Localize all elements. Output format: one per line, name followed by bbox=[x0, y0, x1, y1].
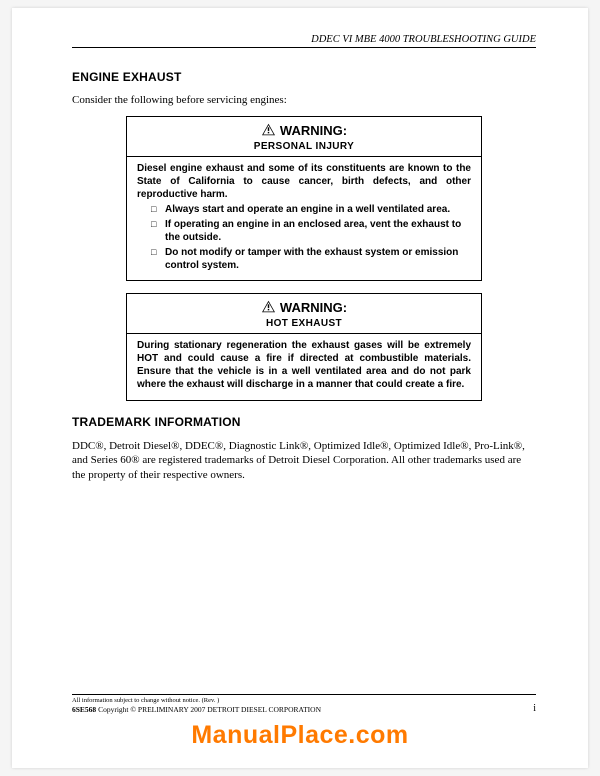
warning-triangle-icon bbox=[261, 123, 276, 138]
warning-label: WARNING: bbox=[280, 123, 347, 138]
warning-item-list: Always start and operate an engine in a … bbox=[137, 204, 471, 272]
warning-item: Do not modify or tamper with the exhaust… bbox=[151, 247, 471, 273]
warning-triangle-icon bbox=[261, 300, 276, 315]
footer-copyright-line: 6SE568 Copyright © PRELIMINARY 2007 DETR… bbox=[72, 705, 321, 714]
warning-body-text: During stationary regeneration the exhau… bbox=[137, 340, 471, 389]
footer-pubnum: 6SE568 bbox=[72, 705, 96, 714]
intro-text: Consider the following before servicing … bbox=[72, 94, 536, 106]
footer-pagenum: i bbox=[533, 703, 536, 714]
trademark-body: DDC®, Detroit Diesel®, DDEC®, Diagnostic… bbox=[72, 439, 536, 484]
warning-header: WARNING: HOT EXHAUST bbox=[127, 294, 481, 334]
warning-label: WARNING: bbox=[280, 300, 347, 315]
section-title-exhaust: ENGINE EXHAUST bbox=[72, 70, 536, 84]
warning-body-text: Diesel engine exhaust and some of its co… bbox=[137, 163, 471, 200]
warning-title: WARNING: bbox=[261, 300, 347, 315]
warning-subtitle: PERSONAL INJURY bbox=[133, 141, 475, 152]
watermark: ManualPlace.com bbox=[12, 721, 588, 750]
page-footer: All information subject to change withou… bbox=[72, 694, 536, 714]
warning-body: During stationary regeneration the exhau… bbox=[127, 334, 481, 399]
section-title-trademark: TRADEMARK INFORMATION bbox=[72, 415, 536, 429]
warning-box-personal-injury: WARNING: PERSONAL INJURY Diesel engine e… bbox=[126, 116, 482, 281]
warning-box-hot-exhaust: WARNING: HOT EXHAUST During stationary r… bbox=[126, 293, 482, 400]
footer-copyright: Copyright © PRELIMINARY 2007 DETROIT DIE… bbox=[96, 705, 321, 714]
warning-item: If operating an engine in an enclosed ar… bbox=[151, 219, 471, 245]
warning-body: Diesel engine exhaust and some of its co… bbox=[127, 157, 481, 280]
footer-left: All information subject to change withou… bbox=[72, 697, 321, 714]
footer-disclaimer: All information subject to change withou… bbox=[72, 697, 321, 705]
warning-subtitle: HOT EXHAUST bbox=[133, 318, 475, 329]
warning-item: Always start and operate an engine in a … bbox=[151, 204, 471, 217]
warning-header: WARNING: PERSONAL INJURY bbox=[127, 117, 481, 157]
document-page: DDEC VI MBE 4000 TROUBLESHOOTING GUIDE E… bbox=[12, 8, 588, 768]
warning-title: WARNING: bbox=[261, 123, 347, 138]
doc-header: DDEC VI MBE 4000 TROUBLESHOOTING GUIDE bbox=[72, 34, 536, 48]
